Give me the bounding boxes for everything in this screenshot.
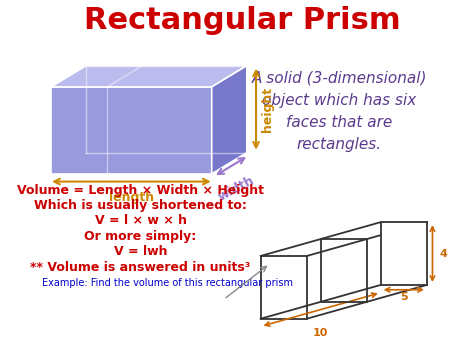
Text: Volume = Length × Width × Height: Volume = Length × Width × Height (17, 184, 264, 196)
Text: V = l × w × h: V = l × w × h (94, 214, 187, 227)
Text: V = lwh: V = lwh (114, 245, 167, 258)
Polygon shape (51, 66, 247, 87)
Text: 5: 5 (400, 292, 408, 302)
Text: Rectangular Prism: Rectangular Prism (84, 6, 400, 35)
Text: width: width (216, 174, 257, 204)
Polygon shape (381, 222, 427, 285)
Polygon shape (261, 256, 307, 319)
Polygon shape (212, 66, 247, 174)
Polygon shape (51, 87, 212, 174)
Text: A solid (3-dimensional)
object which has six
faces that are
rectangles.: A solid (3-dimensional) object which has… (252, 71, 427, 152)
Text: Example: Find the volume of this rectangular prism: Example: Find the volume of this rectang… (42, 278, 293, 288)
Text: Which is usually shortened to:: Which is usually shortened to: (34, 199, 247, 212)
Text: 4: 4 (440, 248, 448, 259)
Text: 10: 10 (313, 329, 328, 338)
Text: height: height (261, 87, 274, 132)
Text: ** Volume is answered in units³: ** Volume is answered in units³ (31, 261, 251, 274)
Text: length: length (109, 191, 154, 204)
Text: Or more simply:: Or more simply: (85, 230, 197, 243)
